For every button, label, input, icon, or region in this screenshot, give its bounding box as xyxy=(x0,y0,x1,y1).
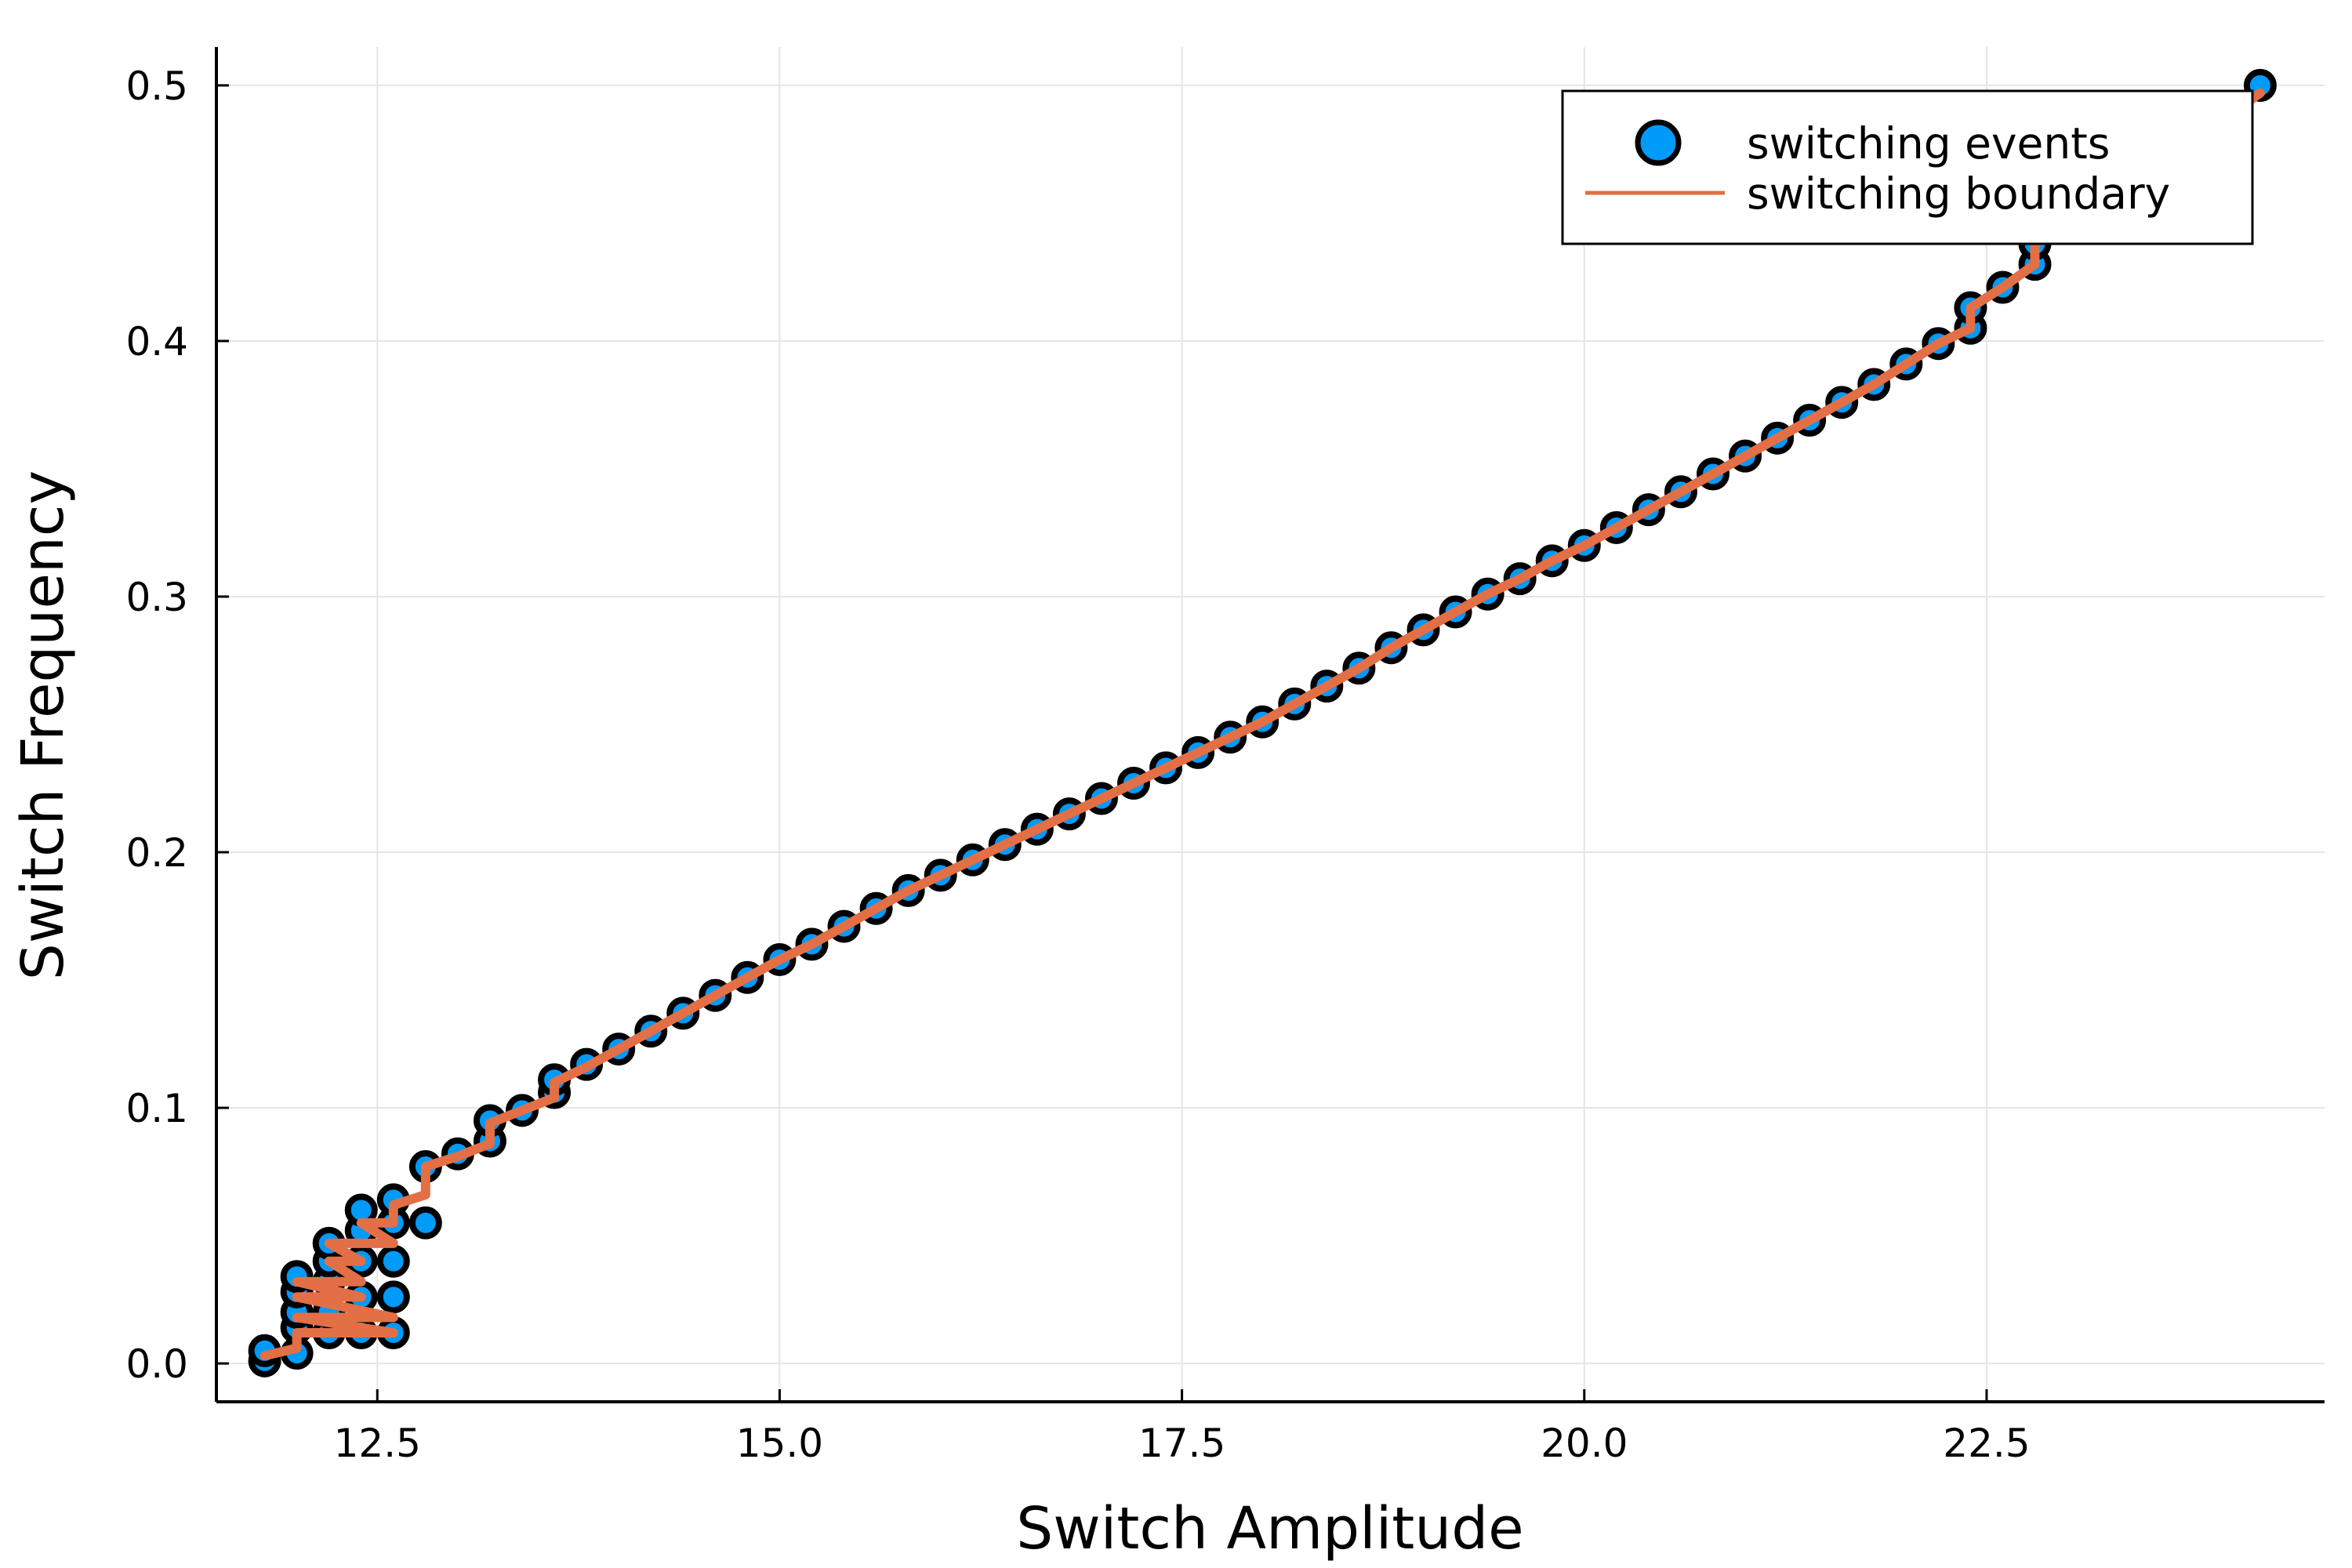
y-tick-label: 0.0 xyxy=(125,1341,188,1387)
legend-box xyxy=(1561,89,2254,245)
data-point xyxy=(408,1206,442,1240)
y-tick-label: 0.1 xyxy=(125,1086,188,1131)
data-point xyxy=(376,1280,410,1314)
legend-label-switching-boundary: switching boundary xyxy=(1747,169,2170,219)
x-tick-label: 22.5 xyxy=(1943,1421,2030,1466)
x-tick-label: 20.0 xyxy=(1541,1421,1628,1466)
axes xyxy=(215,47,2325,1403)
y-tick-label: 0.4 xyxy=(125,319,188,365)
y-tick-label: 0.5 xyxy=(125,64,188,109)
plot-area xyxy=(248,68,2277,1377)
y-axis-label: Switch Frequency xyxy=(9,470,77,980)
series-switching-boundary xyxy=(260,88,2265,1361)
x-tick-label: 17.5 xyxy=(1138,1421,1225,1466)
legend-marker-switching-events xyxy=(1635,119,1682,166)
y-tick-label: 0.2 xyxy=(125,830,188,876)
tick-labels: 12.5 15.0 17.5 20.0 22.5 0.0 0.1 0.2 0.3 0.4 0.5 xyxy=(125,64,2030,1466)
x-tick-label: 12.5 xyxy=(334,1421,421,1466)
y-tick-label: 0.3 xyxy=(125,575,188,620)
legend: switching events switching boundary xyxy=(1561,89,2254,245)
legend-label-switching-events: switching events xyxy=(1747,118,2110,169)
data-point xyxy=(376,1244,410,1278)
x-axis-label: Switch Amplitude xyxy=(1016,1495,1523,1563)
x-tick-label: 15.0 xyxy=(736,1421,823,1466)
